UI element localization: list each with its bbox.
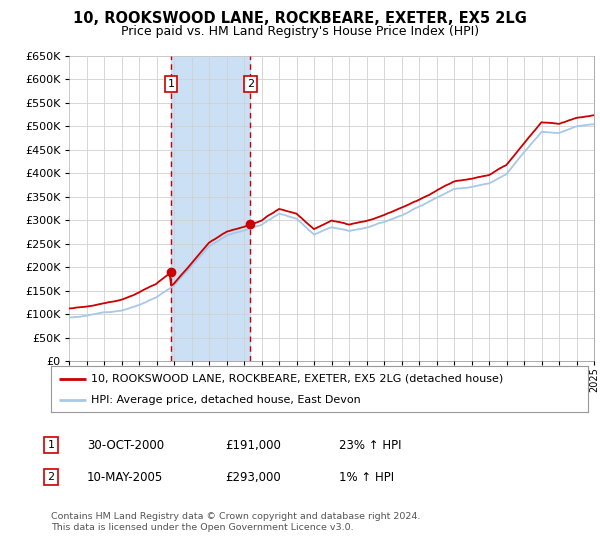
Text: Contains HM Land Registry data © Crown copyright and database right 2024.
This d: Contains HM Land Registry data © Crown c…: [51, 512, 421, 532]
Text: £293,000: £293,000: [225, 470, 281, 484]
Text: 10, ROOKSWOOD LANE, ROCKBEARE, EXETER, EX5 2LG (detached house): 10, ROOKSWOOD LANE, ROCKBEARE, EXETER, E…: [91, 374, 503, 384]
Text: £191,000: £191,000: [225, 438, 281, 452]
Text: 10-MAY-2005: 10-MAY-2005: [87, 470, 163, 484]
Text: 1% ↑ HPI: 1% ↑ HPI: [339, 470, 394, 484]
Text: 2: 2: [247, 79, 254, 89]
Text: 23% ↑ HPI: 23% ↑ HPI: [339, 438, 401, 452]
Text: 1: 1: [167, 79, 175, 89]
Text: 10, ROOKSWOOD LANE, ROCKBEARE, EXETER, EX5 2LG: 10, ROOKSWOOD LANE, ROCKBEARE, EXETER, E…: [73, 11, 527, 26]
Bar: [171, 56, 250, 361]
Text: 2: 2: [47, 472, 55, 482]
Text: 30-OCT-2000: 30-OCT-2000: [87, 438, 164, 452]
Text: HPI: Average price, detached house, East Devon: HPI: Average price, detached house, East…: [91, 395, 361, 405]
Text: 1: 1: [47, 440, 55, 450]
Text: Price paid vs. HM Land Registry's House Price Index (HPI): Price paid vs. HM Land Registry's House …: [121, 25, 479, 38]
